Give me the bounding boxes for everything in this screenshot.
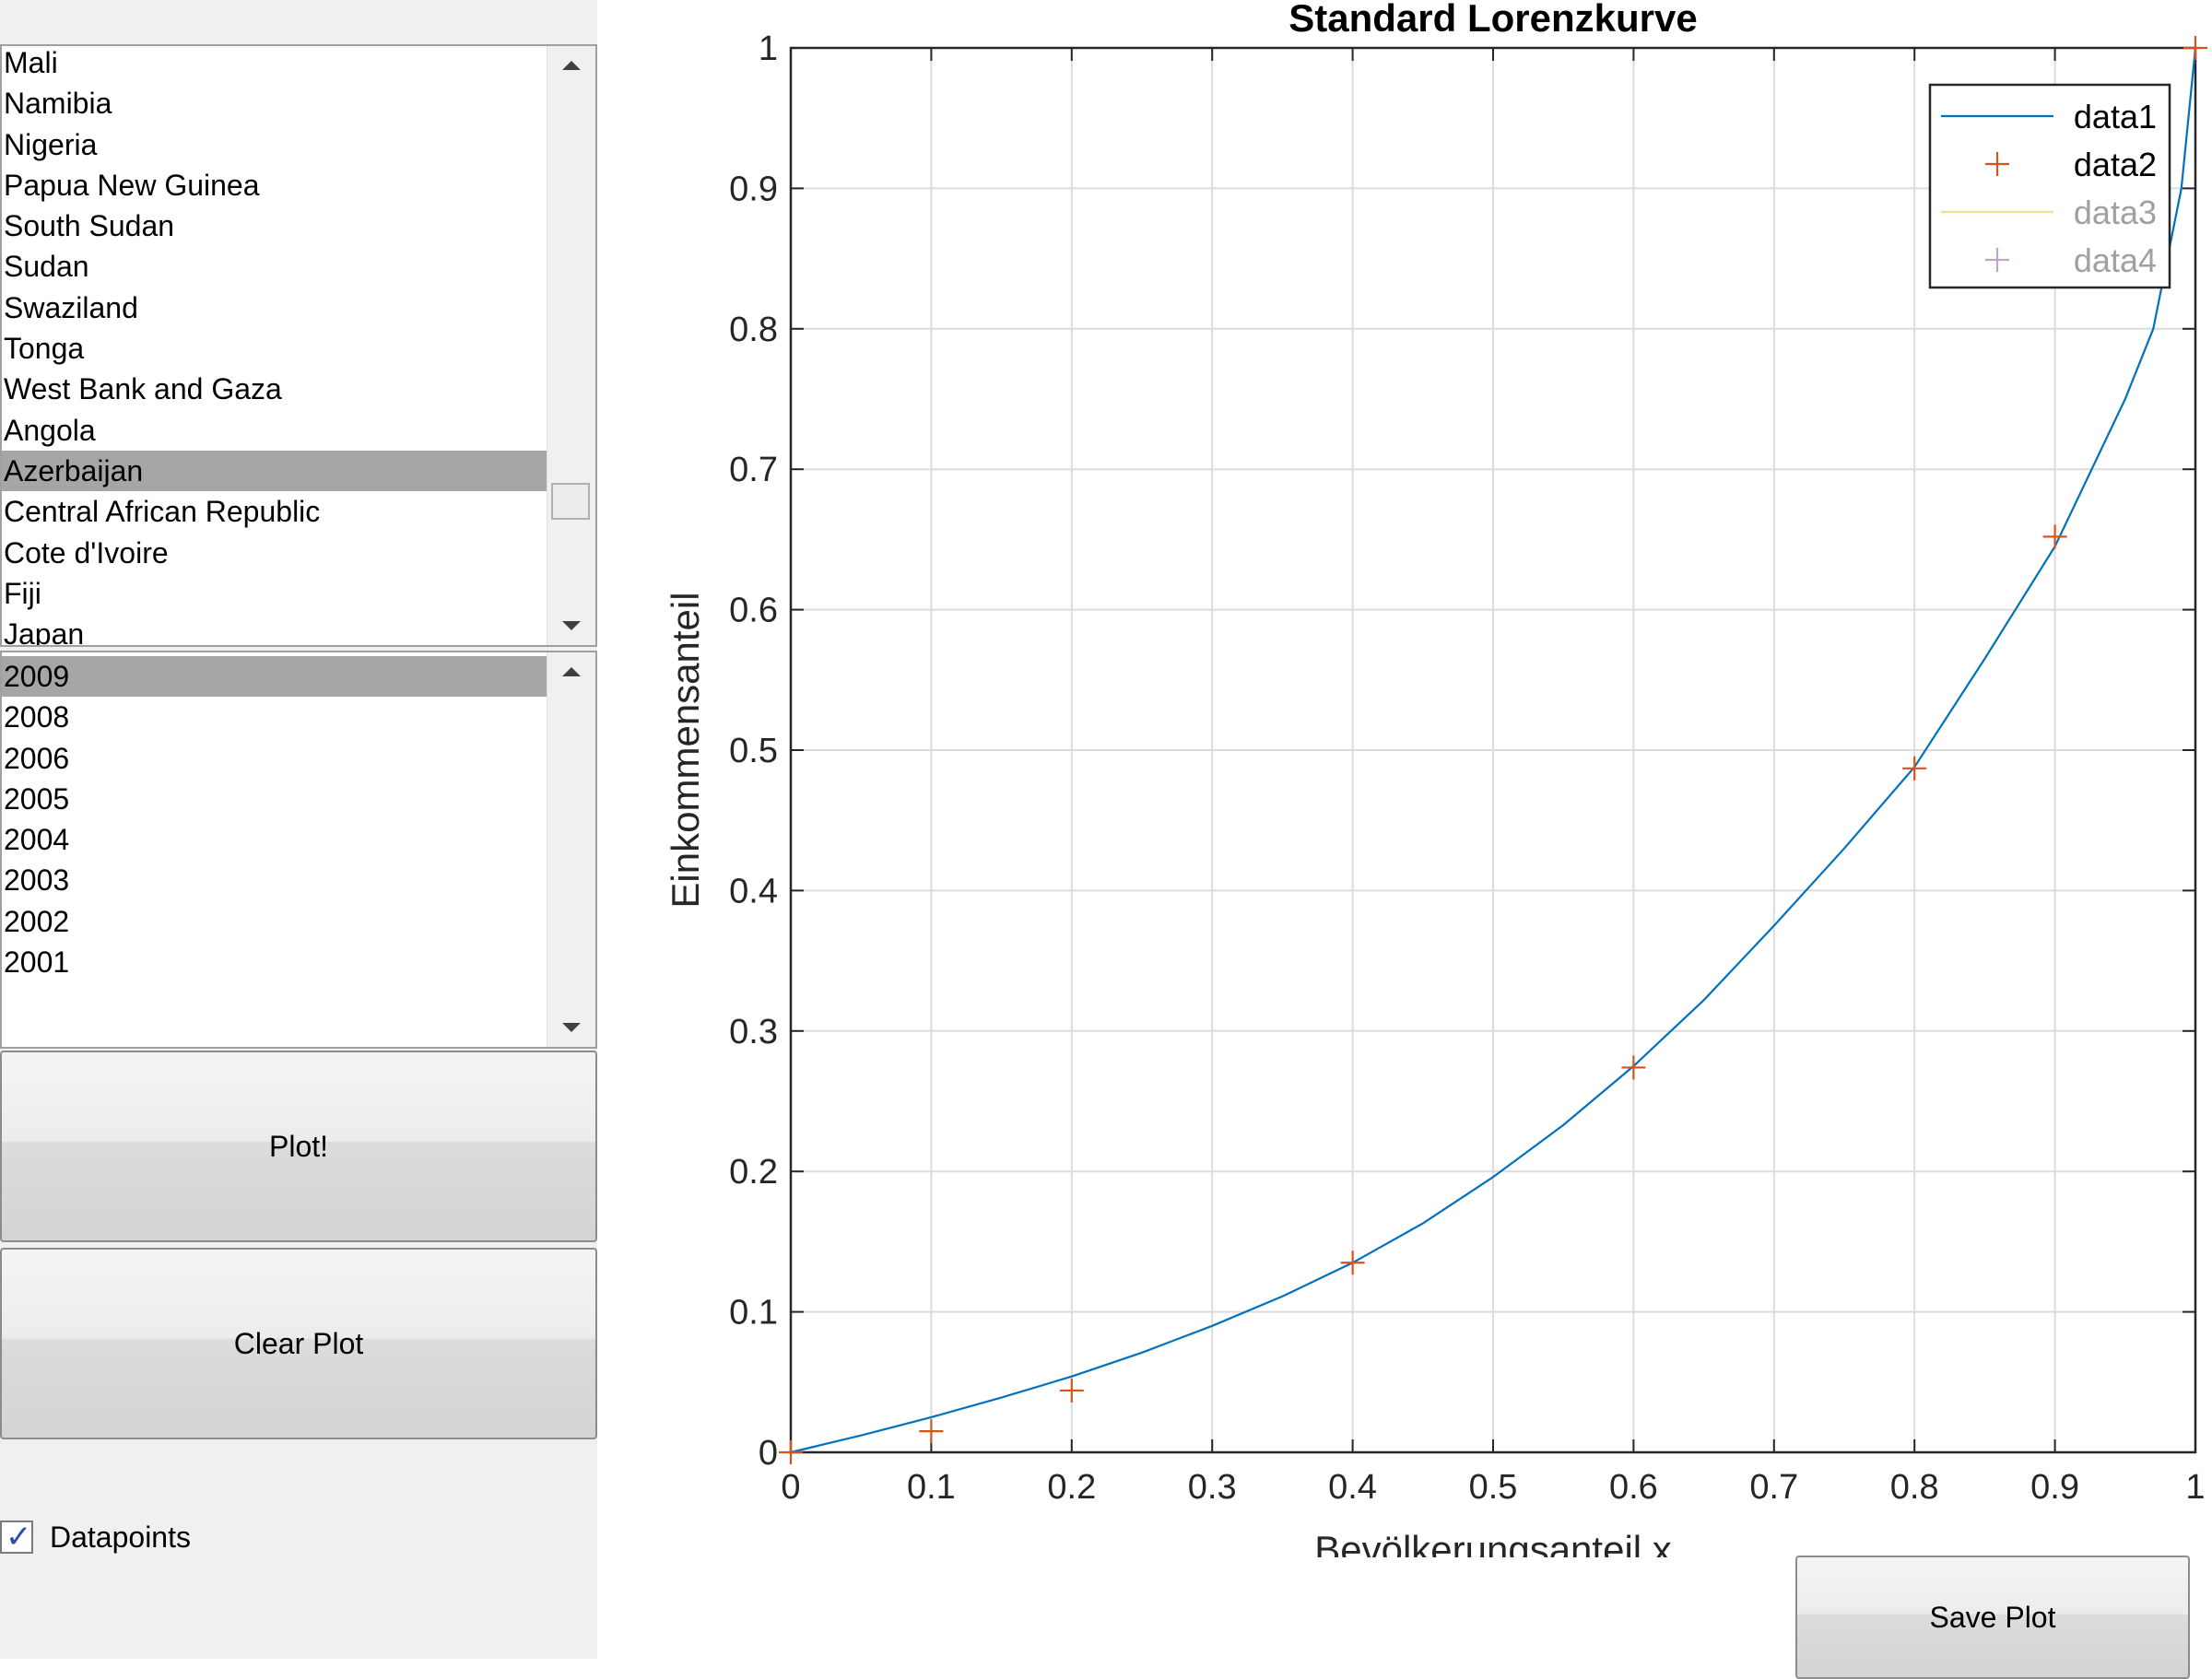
chevron-up-icon: [562, 61, 581, 70]
y-tick-label: 0.7: [729, 451, 778, 489]
country-list-item[interactable]: Papua New Guinea: [4, 168, 260, 202]
x-tick-label: 0.9: [2030, 1468, 2079, 1507]
chevron-down-icon: [562, 1023, 581, 1032]
data-point-data2: [919, 1419, 944, 1444]
year-list-item[interactable]: 2002: [4, 904, 70, 938]
x-tick-label: 1: [2185, 1468, 2205, 1507]
country-scrollbar[interactable]: [547, 46, 595, 645]
scroll-down-button[interactable]: [547, 608, 595, 645]
scroll-up-button[interactable]: [547, 46, 595, 83]
save-plot-button[interactable]: Save Plot: [1795, 1556, 2190, 1679]
x-tick-label: 0.8: [1890, 1468, 1939, 1507]
year-scrollbar[interactable]: [547, 652, 595, 1047]
country-listbox[interactable]: Mali Namibia Nigeria Papua New Guinea South …: [0, 44, 597, 647]
legend-label-data1: data1: [2074, 98, 2157, 135]
country-list-item[interactable]: Cote d'Ivoire: [4, 535, 169, 569]
series-line-data1: [790, 47, 2197, 1454]
x-tick-label: 0: [781, 1468, 800, 1507]
country-list-item[interactable]: Nigeria: [4, 127, 98, 161]
y-tick-label: 0.4: [729, 872, 778, 910]
scroll-up-button[interactable]: [547, 652, 595, 689]
country-list-items: Mali Namibia Nigeria Papua New Guinea South …: [2, 46, 547, 645]
legend-box: [1928, 83, 2171, 289]
y-tick-label: 1: [759, 29, 778, 68]
data-point-data2: [1902, 756, 1927, 781]
y-tick-label: 0.2: [729, 1153, 778, 1192]
y-tick-label: 0.9: [729, 170, 778, 208]
y-tick-label: 0.8: [729, 311, 778, 349]
country-list-item[interactable]: Fiji: [4, 576, 41, 610]
year-list-item[interactable]: 2004: [4, 823, 70, 857]
country-list-item[interactable]: Mali: [4, 46, 58, 79]
x-tick-label: 0.5: [1469, 1468, 1518, 1507]
year-list-item[interactable]: 2008: [4, 700, 70, 734]
y-tick-label: 0.1: [729, 1294, 778, 1333]
year-list-items: 2009 2008 2006 2005 2004 2003 2002 2001: [2, 656, 547, 1047]
scroll-thumb[interactable]: [551, 483, 590, 520]
country-list-item[interactable]: Namibia: [4, 87, 112, 121]
country-list-item[interactable]: Azerbaijan: [2, 450, 547, 492]
datapoints-checkbox-row[interactable]: ✓ Datapoints: [0, 1519, 191, 1556]
chevron-down-icon: [562, 621, 581, 630]
x-tick-label: 0.6: [1609, 1468, 1658, 1507]
y-tick-label: 0.3: [729, 1013, 778, 1051]
scroll-down-button[interactable]: [547, 1010, 595, 1047]
y-tick-label: 0.6: [729, 592, 778, 630]
checkmark-icon: ✓: [6, 1520, 32, 1555]
x-tick-label: 0.1: [907, 1468, 956, 1507]
legend-label-data2: data2: [2074, 146, 2157, 183]
datapoints-checkbox[interactable]: ✓: [0, 1520, 33, 1555]
year-list-item[interactable]: 2003: [4, 863, 70, 898]
data-point-data2: [2183, 36, 2207, 60]
year-list-item[interactable]: 2005: [4, 781, 70, 816]
plot-button[interactable]: Plot!: [0, 1051, 597, 1242]
chart-title: Standard Lorenzkurve: [1288, 0, 1697, 40]
x-axis-label: Bevölkerungsanteil x: [1314, 1528, 1672, 1557]
x-tick-label: 0.7: [1749, 1468, 1798, 1507]
year-listbox[interactable]: 2009 2008 2006 2005 2004 2003 2002 2001: [0, 651, 597, 1049]
legend-label-data3: data3: [2074, 194, 2157, 231]
year-list-item[interactable]: 2001: [4, 945, 70, 980]
series-layer: [779, 36, 2207, 1464]
year-list-item[interactable]: 2009: [2, 656, 547, 698]
y-tick-label: 0: [759, 1434, 778, 1473]
chart-ticks: 0 0.1 0.2 0.3 0.4 0.5 0.6 0.7 0.8 0.9 1 0 0.1 0.2 0.3 0…: [729, 29, 2205, 1507]
data-point-data2: [1059, 1378, 1084, 1403]
y-axis-label: Einkommensanteil: [664, 592, 707, 908]
country-list-item[interactable]: Swaziland: [4, 290, 138, 324]
datapoints-label: Datapoints: [50, 1520, 191, 1554]
country-list-item[interactable]: Sudan: [4, 250, 89, 284]
country-list-item[interactable]: Angola: [4, 413, 96, 447]
country-list-item[interactable]: West Bank and Gaza: [4, 372, 282, 406]
chart-grid: [790, 47, 2196, 1453]
data-point-data2: [779, 1440, 803, 1464]
country-list-item[interactable]: Central African Republic: [4, 495, 321, 529]
legend-label-data4: data4: [2074, 241, 2157, 279]
country-list-item[interactable]: South Sudan: [4, 209, 175, 243]
legend-swatch-data4: [1985, 248, 2009, 272]
data-point-data2: [2042, 524, 2067, 549]
country-list-item[interactable]: Tonga: [4, 332, 85, 366]
chart-legend: data1 data2 data3 data4: [1928, 83, 2171, 289]
data-point-data2: [1621, 1055, 1646, 1080]
y-tick-label: 0.5: [729, 732, 778, 770]
x-tick-label: 0.3: [1188, 1468, 1237, 1507]
country-list-item[interactable]: Japan: [4, 617, 85, 645]
x-tick-label: 0.4: [1328, 1468, 1377, 1507]
data-point-data2: [1340, 1250, 1365, 1275]
clear-plot-button[interactable]: Clear Plot: [0, 1248, 597, 1439]
year-list-item[interactable]: 2006: [4, 741, 70, 775]
x-tick-label: 0.2: [1047, 1468, 1096, 1507]
chevron-up-icon: [562, 667, 581, 676]
axes-box: [789, 46, 2197, 1454]
legend-swatch-data2: [1985, 152, 2009, 176]
